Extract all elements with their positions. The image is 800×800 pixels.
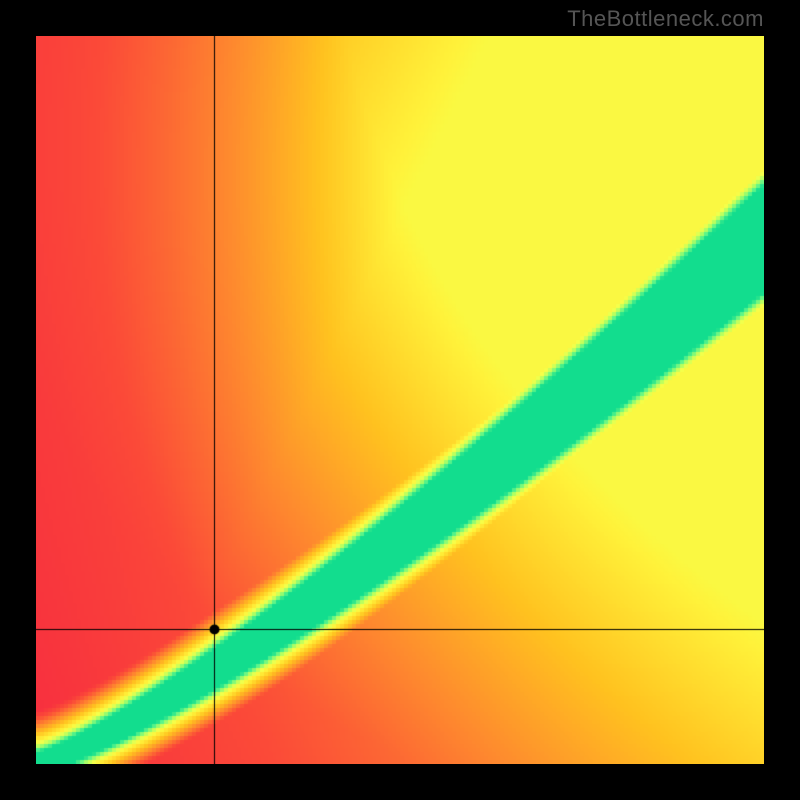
watermark-text: TheBottleneck.com <box>567 6 764 32</box>
bottleneck-heatmap <box>36 36 764 764</box>
chart-container: TheBottleneck.com <box>0 0 800 800</box>
